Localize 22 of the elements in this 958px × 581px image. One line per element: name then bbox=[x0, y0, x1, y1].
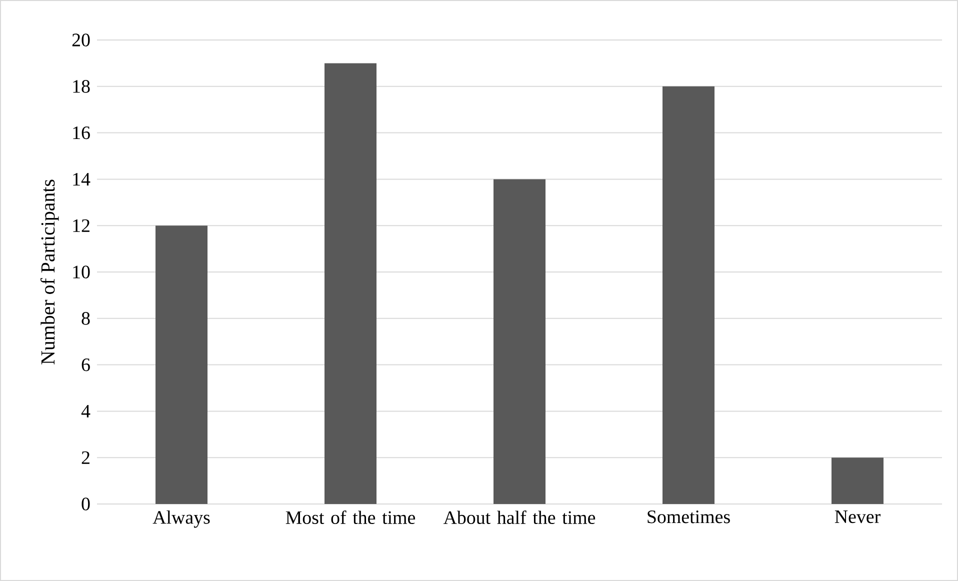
x-tick-label: Always bbox=[152, 510, 210, 528]
bar bbox=[662, 86, 715, 504]
y-tick-label: 2 bbox=[82, 451, 90, 464]
y-tick-label: 0 bbox=[82, 498, 90, 510]
bar bbox=[156, 226, 208, 504]
y-tick-label: 18 bbox=[73, 80, 90, 93]
y-tick-label: 8 bbox=[82, 312, 90, 325]
bar bbox=[832, 458, 884, 504]
y-tick-label: 14 bbox=[73, 172, 90, 186]
bar bbox=[494, 179, 546, 504]
y-tick-label: 6 bbox=[82, 358, 90, 372]
y-tick-label: 16 bbox=[73, 126, 90, 140]
x-tick-label: Sometimes bbox=[648, 510, 730, 524]
y-tick-label: 12 bbox=[73, 219, 90, 232]
y-tick-label: 10 bbox=[73, 266, 90, 278]
bar bbox=[324, 63, 377, 504]
x-tick-label: Most of the time bbox=[286, 510, 416, 524]
y-axis-title: Number of Participants bbox=[40, 180, 59, 364]
x-tick-label: About half the time bbox=[443, 510, 596, 524]
y-tick-label: 4 bbox=[81, 404, 90, 418]
y-tick-label: 20 bbox=[72, 34, 90, 46]
x-tick-label: Never bbox=[834, 510, 880, 524]
